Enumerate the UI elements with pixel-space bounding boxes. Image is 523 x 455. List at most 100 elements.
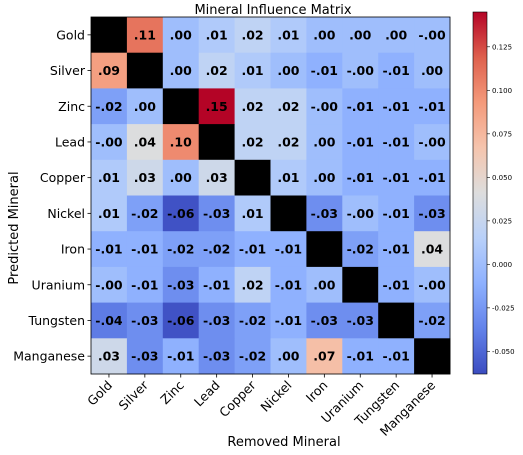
- cell-value-label: -.03: [347, 313, 374, 328]
- heatmap-cell: [126, 231, 164, 268]
- heatmap-cell: [91, 338, 128, 375]
- heatmap-cell: [414, 88, 451, 125]
- heatmap-cell: [198, 17, 235, 54]
- heatmap-cell: [162, 266, 200, 303]
- cell-value-label: .02: [241, 27, 263, 42]
- diagonal-cell: [198, 124, 235, 161]
- cell-value-label: -.00: [95, 134, 123, 149]
- cell-value-label: -.00: [418, 27, 446, 42]
- cell-value-label: -.01: [347, 134, 374, 149]
- heatmap-cell: [126, 124, 164, 161]
- diagonal-cell: [162, 88, 200, 125]
- heatmap-cell: [414, 159, 451, 196]
- heatmap-cell: [378, 17, 415, 54]
- heatmap-cell: [198, 195, 235, 232]
- diagonal-cell: [342, 266, 379, 303]
- cell-value-label: -.02: [167, 242, 194, 257]
- heatmap-cell: [162, 159, 200, 196]
- heatmap-cell: [162, 195, 200, 232]
- cell-value-label: .00: [170, 27, 192, 42]
- cell-value-label: -.03: [167, 277, 194, 292]
- heatmap-cell: [126, 195, 164, 232]
- cell-value-label: -.01: [275, 242, 302, 257]
- colorbar-tick-label: 0.050: [492, 174, 512, 182]
- heatmap-cell: [342, 159, 379, 196]
- heatmap-cell: [378, 159, 415, 196]
- cell-value-label: -.01: [95, 242, 122, 257]
- cell-value-label: -.01: [382, 170, 409, 185]
- cell-value-label: -.01: [347, 170, 374, 185]
- cell-value-label: .01: [98, 170, 120, 185]
- cell-value-label: .01: [277, 170, 299, 185]
- heatmap-cell: [126, 159, 164, 196]
- plot-frame: [90, 16, 451, 375]
- heatmap-cell: [198, 231, 235, 268]
- heatmap-cell: [306, 159, 343, 196]
- diagonal-cell: [234, 159, 271, 196]
- cell-value-label: -.01: [275, 277, 302, 292]
- cell-value-label: -.00: [347, 206, 375, 221]
- diagonal-cell: [270, 195, 307, 232]
- heatmap-cell: [91, 195, 128, 232]
- y-tick-label: Copper: [40, 170, 86, 185]
- cell-value-label: -.01: [167, 349, 194, 364]
- cell-value-label: .00: [277, 63, 299, 78]
- cell-value-label: .01: [241, 206, 263, 221]
- heatmap-cell: [91, 88, 128, 125]
- cell-value-label: .15: [206, 99, 228, 114]
- colorbar-tick-label: -0.025: [492, 304, 515, 312]
- cell-value-label: -.00: [418, 134, 446, 149]
- cell-value-label: .02: [277, 99, 299, 114]
- heatmap-cell: [91, 52, 128, 89]
- heatmap-cell: [234, 195, 271, 232]
- cell-value-label: .00: [277, 349, 299, 364]
- x-tick-label: Copper: [216, 377, 259, 420]
- x-tick-label: Silver: [116, 377, 152, 413]
- heatmap-cell: [234, 124, 271, 161]
- y-tick-label: Silver: [50, 63, 86, 78]
- cell-value-label: -.01: [418, 99, 445, 114]
- cell-value-label: .00: [134, 99, 156, 114]
- cell-value-label: .02: [241, 277, 263, 292]
- heatmap-cell: [414, 124, 451, 161]
- heatmap-cell: [234, 88, 271, 125]
- cell-value-label: -.01: [382, 63, 409, 78]
- cell-value-label: -.01: [347, 349, 374, 364]
- cell-value-label: -.02: [131, 206, 158, 221]
- cell-value-label: .02: [241, 134, 263, 149]
- heatmap-cell: [270, 17, 307, 54]
- y-tick-label: Iron: [61, 242, 85, 257]
- heatmap-cell: [270, 124, 307, 161]
- heatmap-cell: [198, 302, 235, 339]
- heatmap-cell: [91, 124, 128, 161]
- cell-value-label: -.01: [131, 242, 158, 257]
- heatmap-cell: [198, 52, 235, 89]
- cell-value-label: .03: [134, 170, 156, 185]
- cell-value-label: -.06: [167, 206, 195, 221]
- cell-value-label: .01: [277, 27, 299, 42]
- cell-value-label: -.01: [418, 170, 445, 185]
- heatmap-cell: [198, 159, 235, 196]
- cell-value-label: -.01: [382, 99, 409, 114]
- cell-value-label: -.00: [95, 277, 123, 292]
- cell-value-label: -.01: [382, 206, 409, 221]
- cell-value-label: -.03: [203, 206, 230, 221]
- colorbar-tick-label: 0.025: [492, 217, 512, 225]
- cell-value-label: .09: [98, 63, 120, 78]
- colorbar: [472, 11, 488, 375]
- y-tick-label: Uranium: [32, 277, 85, 292]
- heatmap-cell: [378, 52, 415, 89]
- y-tick-label: Lead: [55, 134, 85, 149]
- diagonal-cell: [306, 231, 343, 268]
- cell-value-label: -.06: [167, 313, 195, 328]
- heatmap-cell: [342, 302, 379, 339]
- cell-value-label: .01: [98, 206, 120, 221]
- heatmap-cell: [306, 195, 343, 232]
- heatmap-cell: [91, 159, 128, 196]
- x-tick-label: Gold: [84, 378, 115, 409]
- cell-value-label: .01: [206, 27, 228, 42]
- cell-value-label: -.01: [382, 277, 409, 292]
- cell-value-label: -.00: [347, 63, 375, 78]
- cell-value-label: .10: [170, 134, 192, 149]
- heatmap-cell: [162, 302, 200, 339]
